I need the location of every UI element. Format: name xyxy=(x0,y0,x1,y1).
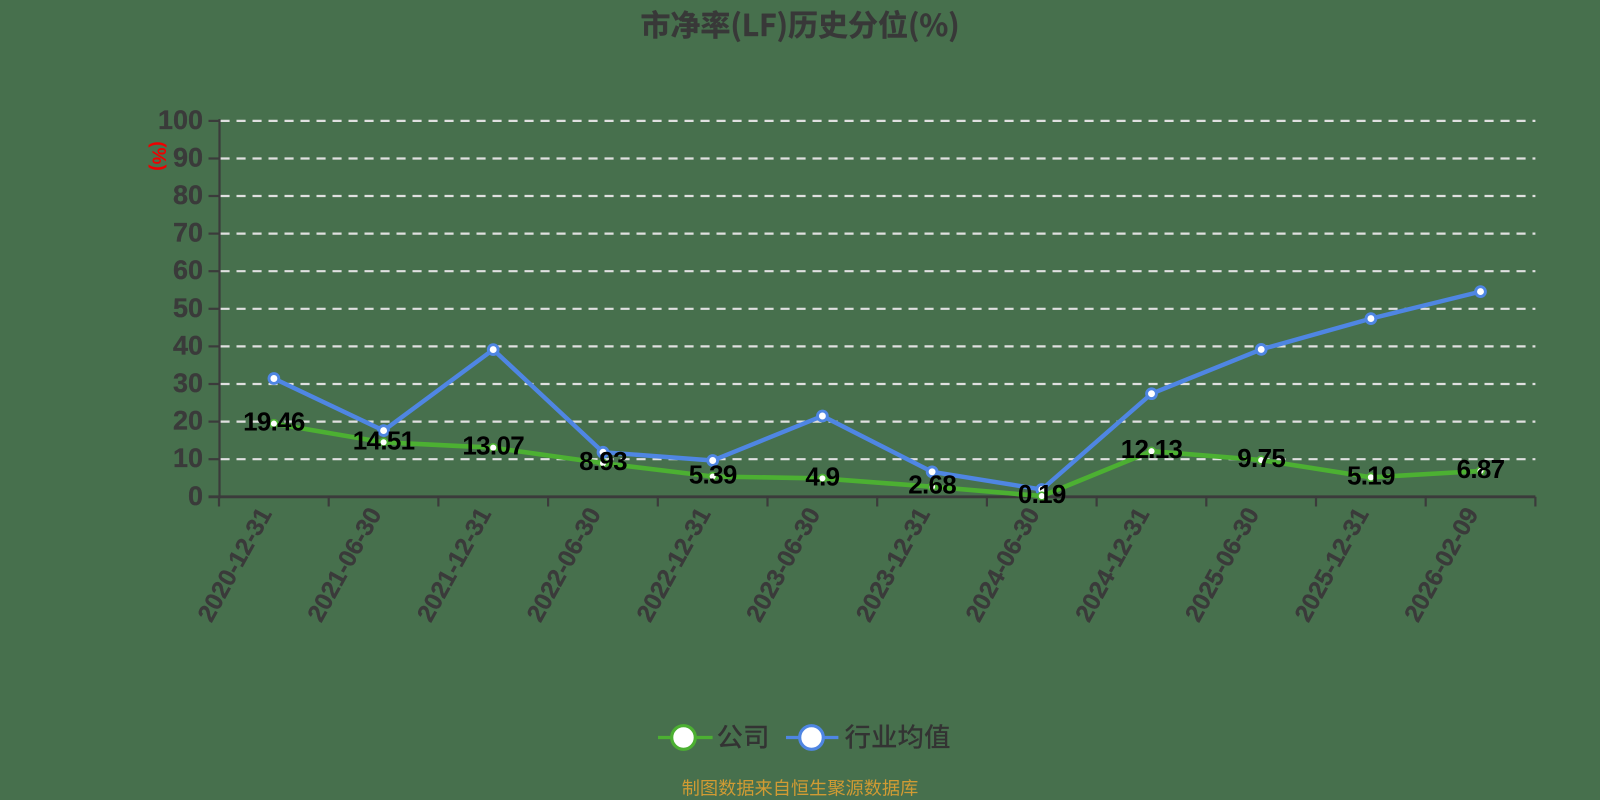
svg-text:6.87: 6.87 xyxy=(1457,454,1505,484)
svg-text:50: 50 xyxy=(173,293,203,323)
svg-text:80: 80 xyxy=(173,180,203,210)
svg-text:70: 70 xyxy=(173,218,203,248)
svg-text:60: 60 xyxy=(173,255,203,285)
svg-text:5.39: 5.39 xyxy=(689,460,737,490)
svg-text:20: 20 xyxy=(173,406,203,436)
svg-text:0.19: 0.19 xyxy=(1018,479,1066,509)
svg-text:12.13: 12.13 xyxy=(1121,434,1183,464)
svg-text:2.68: 2.68 xyxy=(908,470,956,500)
svg-text:100: 100 xyxy=(158,105,203,135)
svg-text:30: 30 xyxy=(173,368,203,398)
svg-text:40: 40 xyxy=(173,330,203,360)
svg-text:13.07: 13.07 xyxy=(462,431,524,461)
svg-text:19.46: 19.46 xyxy=(243,407,305,437)
svg-text:9.75: 9.75 xyxy=(1237,443,1285,473)
svg-text:14.51: 14.51 xyxy=(353,425,415,455)
svg-text:90: 90 xyxy=(173,143,203,173)
svg-text:10: 10 xyxy=(173,443,203,473)
svg-text:(%): (%) xyxy=(148,141,169,171)
svg-text:0: 0 xyxy=(188,481,203,511)
svg-text:5.19: 5.19 xyxy=(1347,460,1395,490)
svg-text:4.9: 4.9 xyxy=(805,461,839,491)
svg-text:8.93: 8.93 xyxy=(579,446,627,476)
